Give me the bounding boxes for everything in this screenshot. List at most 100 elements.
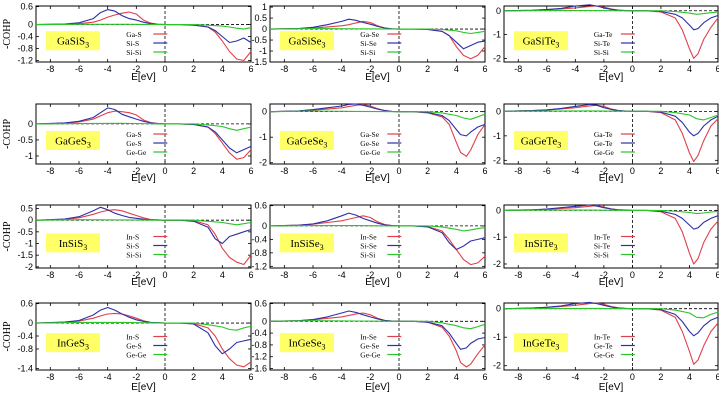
legend-label: Ge-Ge [126, 351, 147, 360]
x-tick-label: 6 [248, 372, 253, 382]
x-tick-label: -8 [514, 64, 522, 74]
y-tick-label: -1.6 [251, 364, 267, 374]
x-tick-label: -6 [543, 166, 551, 176]
y-tick-label: 0.6 [254, 299, 267, 309]
x-tick-label: 4 [220, 64, 225, 74]
x-axis-label: E[eV] [131, 173, 156, 184]
x-tick-label: 2 [191, 372, 196, 382]
x-tick-label: 2 [191, 64, 196, 74]
x-tick-label: 6 [482, 270, 487, 280]
compound-label: GaSiSe3 [289, 36, 326, 50]
x-tick-label: -6 [309, 166, 317, 176]
x-tick-label: -4 [571, 64, 579, 74]
x-tick-label: 4 [220, 166, 225, 176]
x-tick-label: 4 [220, 270, 225, 280]
legend-label: Si-S [126, 39, 139, 48]
legend-label: In-S [126, 333, 139, 342]
y-tick-label: -0.8 [17, 344, 33, 354]
x-tick-label: -4 [104, 270, 112, 280]
x-tick-label: -8 [514, 166, 522, 176]
x-tick-label: -2 [132, 270, 140, 280]
x-tick-label: -4 [338, 372, 346, 382]
y-tick-label: -1 [259, 132, 267, 142]
legend-label: In-Te [594, 333, 611, 342]
y-tick-label: -2 [25, 262, 33, 272]
x-axis-label: E[eV] [365, 277, 390, 288]
y-tick-label: -1.2 [251, 261, 267, 271]
series-line-ge-ge [35, 321, 252, 331]
x-tick-label: 4 [687, 372, 692, 382]
x-tick-label: 4 [454, 270, 459, 280]
y-tick-label: 0 [262, 316, 267, 326]
x-tick-label: 2 [191, 166, 196, 176]
x-tick-label: -8 [46, 270, 54, 280]
y-tick-label: -0.8 [251, 248, 267, 258]
legend-label: Si-Se [360, 39, 377, 48]
x-tick-label: 2 [658, 372, 663, 382]
legend-label: Ge-Se [360, 139, 379, 148]
x-tick-label: 4 [454, 64, 459, 74]
x-tick-label: 0 [162, 372, 167, 382]
y-tick-label: 0 [28, 119, 33, 129]
compound-label: GaGeTe3 [521, 136, 562, 150]
y-axis-label: -COHP [2, 19, 13, 49]
x-axis-label: E[eV] [599, 277, 624, 288]
x-tick-label: 2 [658, 64, 663, 74]
legend-label: Ge-Ge [126, 148, 147, 157]
x-axis-label: E[eV] [131, 277, 156, 288]
y-tick-label: -2 [493, 259, 501, 269]
y-tick-label: -1 [25, 239, 33, 249]
x-tick-label: 6 [248, 166, 253, 176]
legend-label: In-Se [360, 333, 377, 342]
compound-label-box [280, 333, 334, 353]
x-tick-label: 0 [630, 166, 635, 176]
y-tick-label: -1 [25, 151, 33, 161]
legend-label: Si-Si [360, 48, 375, 57]
plot-frame [35, 103, 252, 165]
x-tick-label: -4 [104, 372, 112, 382]
compound-label: InSiTe3 [524, 238, 557, 252]
x-tick-label: 6 [482, 64, 487, 74]
x-tick-label: 4 [687, 166, 692, 176]
y-tick-label: -1.2 [251, 352, 267, 362]
x-tick-label: -6 [309, 270, 317, 280]
series-line-ge-ge [503, 307, 719, 319]
y-tick-label: -1.5 [251, 57, 267, 67]
x-axis-label: E[eV] [599, 173, 624, 184]
plot-frame [35, 5, 252, 63]
y-tick-label: -0.5 [251, 35, 267, 45]
x-tick-label: -4 [104, 64, 112, 74]
y-tick-label: 0 [262, 24, 267, 34]
compound-label-box [514, 333, 568, 353]
x-tick-label: 0 [396, 64, 401, 74]
y-axis-label: -COHP [2, 119, 13, 149]
x-tick-label: 0 [630, 64, 635, 74]
series-line-si-si [35, 23, 252, 30]
y-tick-label: 0.6 [20, 2, 33, 12]
legend-label: In-S [126, 233, 139, 242]
x-tick-label: -2 [132, 372, 140, 382]
x-tick-label: 4 [454, 166, 459, 176]
x-tick-label: -6 [309, 64, 317, 74]
y-tick-label: 0.6 [254, 201, 267, 211]
y-tick-label: -0.5 [17, 227, 33, 237]
y-tick-label: -1.4 [17, 363, 33, 373]
x-tick-label: -2 [132, 64, 140, 74]
compound-label-box [46, 31, 100, 51]
x-tick-label: -8 [280, 270, 288, 280]
y-tick-label: 0 [262, 107, 267, 117]
x-tick-label: 2 [191, 270, 196, 280]
x-tick-label: 2 [425, 64, 430, 74]
x-tick-label: 0 [162, 270, 167, 280]
y-tick-label: -1.5 [17, 250, 33, 260]
legend-label: In-Se [360, 233, 377, 242]
x-tick-label: -8 [46, 372, 54, 382]
x-tick-label: 0 [396, 166, 401, 176]
y-tick-label: 0 [496, 106, 501, 116]
legend-label: Ge-Ge [360, 351, 381, 360]
x-tick-label: -4 [338, 166, 346, 176]
legend-label: Si-Si [360, 251, 375, 260]
series-line-si-se [269, 212, 486, 251]
